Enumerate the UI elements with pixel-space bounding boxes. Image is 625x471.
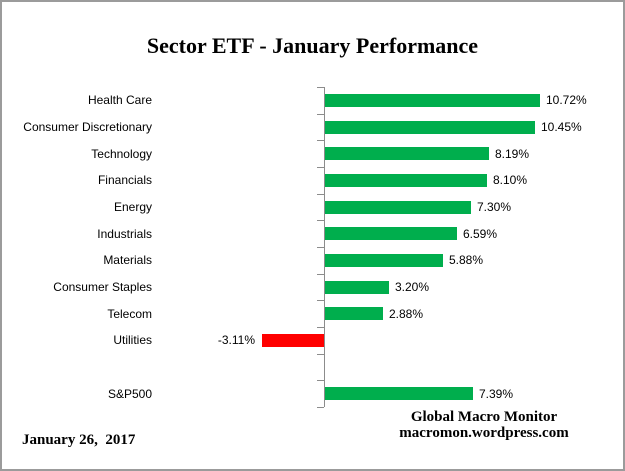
category-label: Telecom [107, 307, 152, 321]
axis-tick [317, 167, 324, 168]
category-label: Health Care [87, 93, 152, 107]
category-label: S&P500 [107, 387, 152, 401]
category-label: Financials [97, 173, 152, 187]
bar-positive [325, 281, 389, 294]
axis-tick [317, 300, 324, 301]
bar-positive [325, 121, 535, 134]
bar-positive [325, 147, 489, 160]
chart-title: Sector ETF - January Performance [146, 33, 479, 58]
value-label: 6.59% [463, 227, 498, 241]
category-axis-line [324, 87, 325, 407]
value-label: 8.19% [495, 147, 530, 161]
bar-positive [325, 254, 443, 267]
value-label: 8.10% [493, 173, 528, 187]
axis-tick [317, 220, 324, 221]
category-label: Materials [103, 253, 152, 267]
footer-source-url: macromon.wordpress.com [399, 424, 569, 441]
category-label: Utilities [113, 333, 152, 347]
bar-positive [325, 201, 471, 214]
value-label: 7.39% [479, 387, 514, 401]
bar-positive [325, 387, 473, 400]
value-label: -3.11% [217, 333, 255, 347]
footer-source: Global Macro Monitor macromon.wordpress.… [342, 409, 623, 441]
value-label: 5.88% [449, 253, 484, 267]
category-label: Consumer Discretionary [23, 120, 152, 134]
axis-tick [317, 247, 324, 248]
axis-tick [317, 194, 324, 195]
axis-tick [317, 87, 324, 88]
category-label: Industrials [97, 227, 152, 241]
axis-tick [317, 380, 324, 381]
axis-tick [317, 354, 324, 355]
bar-positive [325, 174, 487, 187]
value-label: 7.30% [477, 200, 512, 214]
category-label: Technology [91, 147, 152, 161]
bar-positive [325, 227, 457, 240]
bar-positive [325, 94, 540, 107]
axis-tick [317, 327, 324, 328]
category-label: Energy [113, 200, 152, 214]
axis-tick [317, 407, 324, 408]
value-label: 3.20% [395, 280, 430, 294]
value-label: 10.72% [546, 93, 587, 107]
category-label: Consumer Staples [53, 280, 152, 294]
footer-source-name: Global Macro Monitor [410, 409, 558, 425]
axis-tick [317, 114, 324, 115]
axis-tick [317, 274, 324, 275]
value-label: 2.88% [389, 307, 424, 321]
value-label: 10.45% [541, 120, 582, 134]
bar-negative [262, 334, 324, 347]
axis-tick [317, 140, 324, 141]
bar-positive [325, 307, 383, 320]
footer-date: January 26, 2017 [22, 432, 136, 448]
